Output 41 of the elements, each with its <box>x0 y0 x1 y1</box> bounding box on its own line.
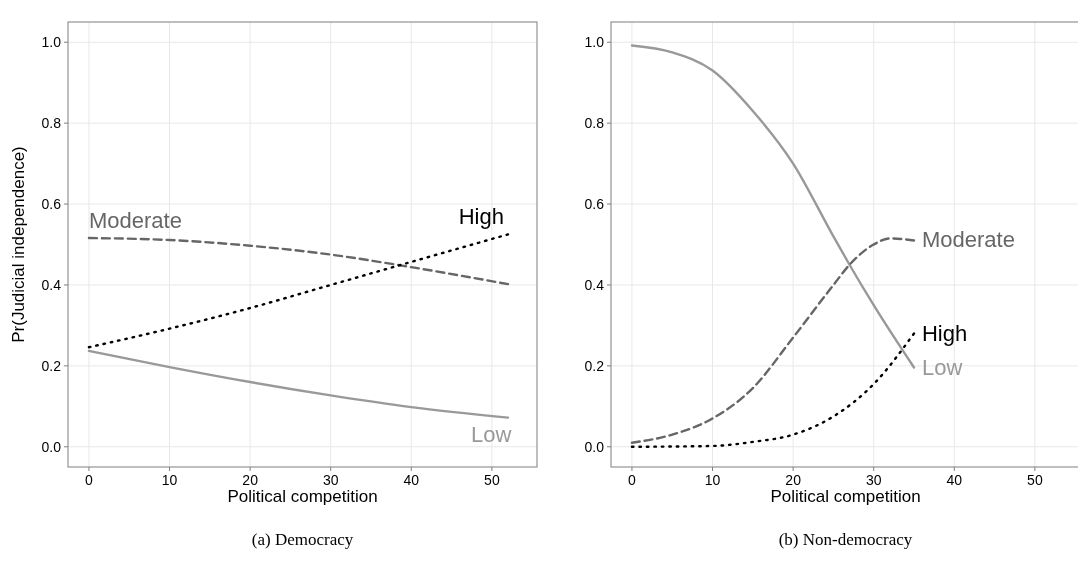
y-tick-label: 0.8 <box>584 115 605 132</box>
series-label: Low <box>471 421 512 447</box>
y-tick-label: 1.0 <box>41 34 62 51</box>
x-tick-label: 20 <box>242 472 259 488</box>
x-tick-label: 40 <box>403 472 420 488</box>
x-axis-title: Political competition <box>227 487 378 506</box>
x-axis-title: Political competition <box>770 487 921 506</box>
line-series <box>630 332 916 448</box>
y-tick-label: 0.0 <box>584 438 605 455</box>
x-tick-label: 30 <box>322 472 339 488</box>
line-series <box>87 236 510 286</box>
y-tick-label: 0.6 <box>584 195 605 212</box>
series-label: Moderate <box>88 208 182 234</box>
line-series <box>630 44 916 369</box>
y-axis-title: Pr(Judicial independence) <box>9 146 28 343</box>
x-tick-label: 10 <box>161 472 178 488</box>
y-tick-label: 0.6 <box>41 195 62 212</box>
x-tick-label: 30 <box>865 472 882 488</box>
x-tick-label: 50 <box>484 472 500 488</box>
text: (a) Democracy <box>251 530 354 549</box>
series-label: High <box>922 320 968 346</box>
y-tick-label: 0.2 <box>584 357 605 374</box>
y-tick-label: 0.8 <box>41 115 62 132</box>
text: (b) Non-democracy <box>778 530 913 549</box>
y-tick-label: 0.0 <box>41 438 62 455</box>
y-tick-label: 0.2 <box>41 357 62 374</box>
series-label: Low <box>922 354 963 380</box>
line-series <box>630 237 916 444</box>
series-label: Moderate <box>922 227 1015 253</box>
y-tick-label: 0.4 <box>584 276 605 293</box>
x-tick-label: 40 <box>946 472 963 488</box>
x-tick-label: 10 <box>704 472 721 488</box>
series-label: High <box>458 204 504 230</box>
x-tick-label: 20 <box>785 472 802 488</box>
line-series <box>87 349 510 419</box>
line-series <box>87 233 510 349</box>
x-tick-label: 0 <box>85 472 94 488</box>
y-tick-label: 1.0 <box>584 34 605 51</box>
y-tick-label: 0.4 <box>41 276 62 293</box>
x-tick-label: 50 <box>1027 472 1043 488</box>
x-tick-label: 0 <box>628 472 637 488</box>
